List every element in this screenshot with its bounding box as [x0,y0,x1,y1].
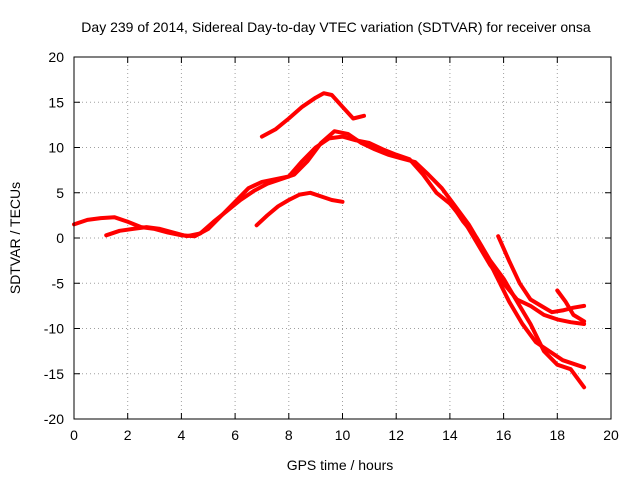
x-axis-label: GPS time / hours [287,457,394,473]
x-tick-label: 16 [496,427,512,443]
y-tick-label: 15 [48,94,64,110]
x-tick-label: 14 [442,427,458,443]
x-tick-label: 0 [70,427,78,443]
y-tick-label: -20 [44,411,64,427]
y-tick-label: -5 [52,275,65,291]
y-tick-label: 20 [48,49,64,65]
x-tick-label: 2 [124,427,132,443]
series-line-satellite-track-4 [259,91,366,139]
x-tick-label: 18 [550,427,566,443]
chart-title: Day 239 of 2014, Sidereal Day-to-day VTE… [81,19,591,35]
y-tick-label: -10 [44,321,64,337]
series-group [72,91,587,390]
y-tick-label: -15 [44,366,64,382]
y-tick-label: 5 [56,185,64,201]
series-line-satellite-track-2 [104,129,587,370]
x-tick-label: 4 [178,427,186,443]
x-tick-label: 8 [285,427,293,443]
series-line-satellite-track-5 [447,199,587,390]
y-tick-label: 10 [48,140,64,156]
x-tick-label: 6 [231,427,239,443]
ticks [73,56,612,420]
gridlines [74,57,611,419]
x-tick-labels: 0 2 4 6 8 10 12 14 16 18 20 [70,427,619,443]
x-tick-label: 12 [388,427,404,443]
y-tick-label: 0 [56,230,64,246]
y-axis-label: SDTVAR / TECUs [7,182,23,294]
y-tick-labels: -20 -15 -10 -5 0 5 10 15 20 [44,49,64,427]
x-tick-label: 10 [335,427,351,443]
series-line-satellite-track-6 [496,234,587,315]
x-tick-label: 20 [603,427,619,443]
series-line-satellite-track-3 [254,190,345,228]
series-line-satellite-track-7 [555,288,587,324]
